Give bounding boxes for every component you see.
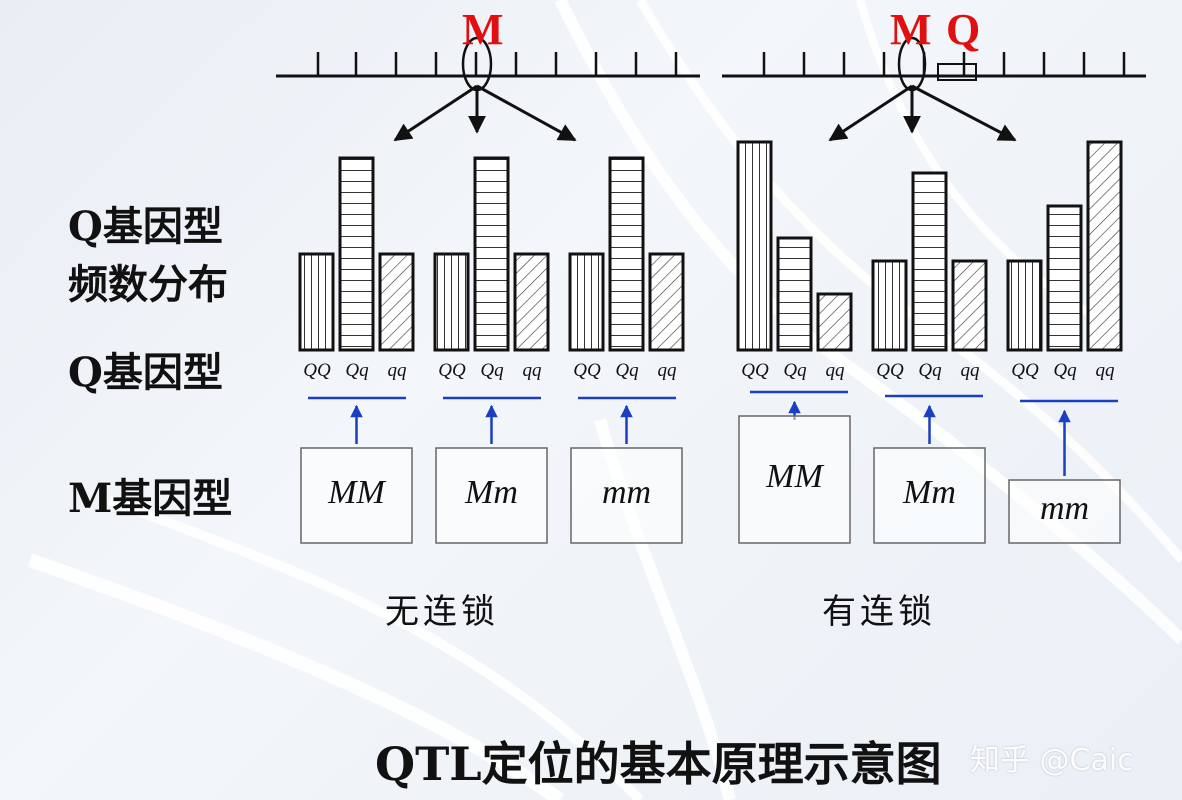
freq-bar-Qq bbox=[473, 156, 510, 352]
freq-bar-QQ bbox=[568, 252, 605, 352]
marker-q-right: Q bbox=[946, 5, 981, 54]
q-genotype-QQ: QQ bbox=[1011, 360, 1039, 381]
freq-bar-QQ bbox=[736, 140, 773, 352]
freq-bar-qq bbox=[648, 252, 685, 352]
freq-bar-Qq bbox=[608, 156, 645, 352]
m-genotype-MM: MM bbox=[328, 473, 385, 511]
q-genotype-QQ: QQ bbox=[741, 360, 769, 381]
m-genotype-box bbox=[300, 447, 413, 544]
freq-bar-qq bbox=[816, 292, 853, 352]
m-genotype-Mm: Mm bbox=[903, 473, 956, 511]
m-genotype-Mm: Mm bbox=[465, 473, 518, 511]
split-arrow-3 bbox=[911, 84, 1017, 142]
genotype-group-mm bbox=[568, 156, 685, 544]
q-genotype-qq: qq bbox=[657, 360, 677, 381]
q-genotype-Qq: Qq bbox=[480, 360, 504, 381]
dna-helix-decoration bbox=[27, 0, 1182, 800]
q-genotype-QQ: QQ bbox=[573, 360, 601, 381]
split-arrow-1 bbox=[393, 84, 478, 142]
freq-label-line2: 频数分布 bbox=[68, 261, 228, 308]
freq-bar-Qq bbox=[911, 171, 948, 352]
q-genotype-qq: qq bbox=[1095, 360, 1115, 381]
freq-bar-qq bbox=[951, 259, 988, 352]
panel-linkage bbox=[722, 36, 1146, 544]
q-genotype-Qq: Qq bbox=[783, 360, 807, 381]
genotype-group-MM bbox=[736, 140, 853, 544]
freq-label-line1: Q基因型 bbox=[68, 203, 223, 250]
q-genotype-QQ: QQ bbox=[303, 360, 331, 381]
m-genotype-MM: MM bbox=[766, 457, 823, 495]
q-genotype-Qq: Qq bbox=[1053, 360, 1077, 381]
marker-m-right: M bbox=[890, 5, 932, 54]
m-genotype-box bbox=[738, 415, 851, 544]
freq-bar-QQ bbox=[1006, 259, 1043, 352]
marker-m-left: M bbox=[462, 5, 504, 54]
freq-bar-QQ bbox=[298, 252, 335, 352]
freq-bar-qq bbox=[513, 252, 550, 352]
freq-bar-Qq bbox=[776, 236, 813, 352]
m-genotype-box bbox=[1008, 479, 1121, 544]
m-genotype-box bbox=[873, 447, 986, 544]
q-genotype-qq: qq bbox=[522, 360, 542, 381]
watermark: 知乎 @Caic bbox=[970, 743, 1134, 778]
freq-bar-QQ bbox=[433, 252, 470, 352]
qtl-locus-box bbox=[937, 63, 977, 81]
split-arrow-3 bbox=[476, 84, 577, 142]
panel-no-linkage bbox=[276, 36, 700, 544]
diagram-title: QTL定位的基本原理示意图 bbox=[375, 737, 942, 791]
q-genotype-label: Q基因型 bbox=[68, 349, 223, 396]
m-genotype-mm: mm bbox=[1039, 489, 1090, 527]
genotype-group-Mm bbox=[871, 171, 988, 544]
freq-bar-Qq bbox=[1046, 204, 1083, 352]
q-genotype-QQ: QQ bbox=[876, 360, 904, 381]
m-genotype-box bbox=[435, 447, 548, 544]
caption-no-linkage: 无连锁 bbox=[385, 592, 499, 632]
m-genotype-box bbox=[570, 447, 683, 544]
q-genotype-qq: qq bbox=[960, 360, 980, 381]
q-genotype-qq: qq bbox=[387, 360, 407, 381]
freq-bar-qq bbox=[1086, 140, 1123, 352]
freq-bar-qq bbox=[378, 252, 415, 352]
m-genotype-label: M基因型 bbox=[68, 475, 233, 522]
genotype-group-Mm bbox=[433, 156, 550, 544]
q-genotype-qq: qq bbox=[825, 360, 845, 381]
q-genotype-Qq: Qq bbox=[345, 360, 369, 381]
freq-bar-QQ bbox=[871, 259, 908, 352]
m-genotype-mm: mm bbox=[601, 473, 652, 511]
caption-linkage: 有连锁 bbox=[822, 592, 936, 632]
q-genotype-Qq: Qq bbox=[615, 360, 639, 381]
q-genotype-QQ: QQ bbox=[438, 360, 466, 381]
freq-bar-Qq bbox=[338, 156, 375, 352]
genotype-group-mm bbox=[1006, 140, 1123, 544]
split-arrow-1 bbox=[828, 84, 913, 142]
genotype-group-MM bbox=[298, 156, 415, 544]
q-genotype-Qq: Qq bbox=[918, 360, 942, 381]
